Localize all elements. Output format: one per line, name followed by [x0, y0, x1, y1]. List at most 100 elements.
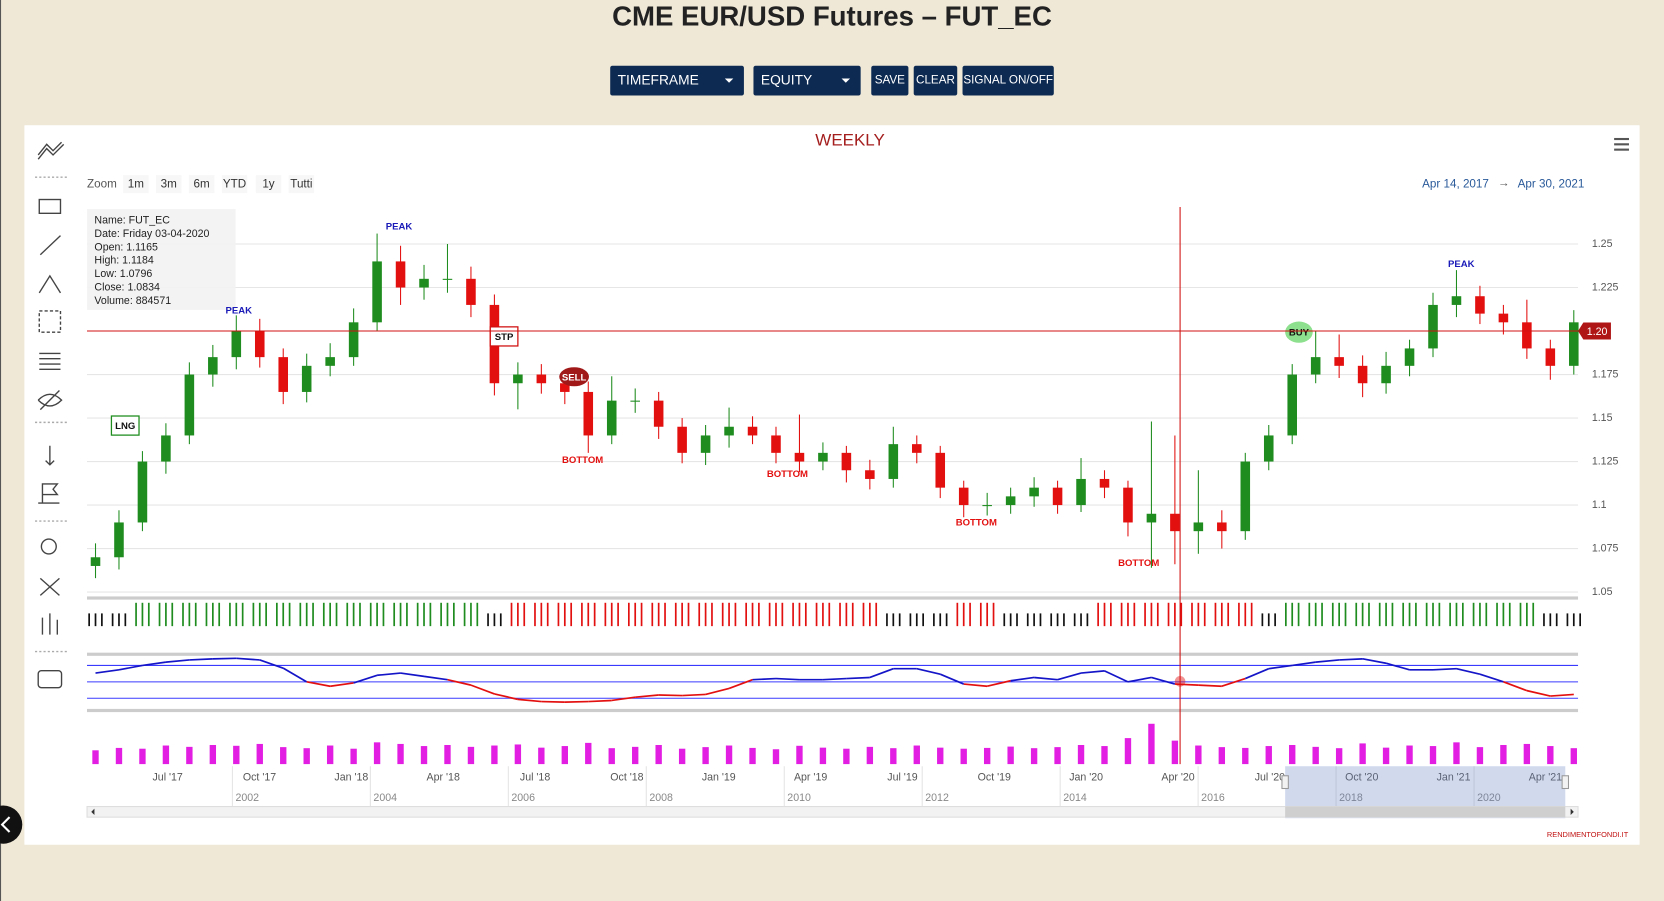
candle-body [1287, 374, 1297, 436]
candle-body [137, 461, 148, 523]
candle-body [1334, 357, 1344, 366]
tool-icon[interactable] [38, 274, 62, 294]
volume-bar [725, 745, 733, 765]
zoom-button[interactable] [188, 175, 215, 194]
volume-bar [350, 748, 357, 765]
toolbar-button[interactable] [871, 65, 909, 96]
candle-body [254, 331, 265, 358]
tool-icon[interactable] [37, 141, 65, 160]
toolbar-button[interactable] [913, 65, 958, 96]
tool-icon[interactable] [38, 198, 62, 215]
panel-separator [87, 652, 1579, 656]
volume-bar [749, 747, 756, 765]
volume-bar [139, 748, 146, 765]
oscillator-segment [142, 661, 167, 667]
candle-body [442, 278, 453, 280]
zoom-button[interactable] [221, 175, 248, 194]
volume-bar [655, 744, 662, 765]
tool-icon[interactable] [37, 670, 63, 689]
zoom-button[interactable] [123, 175, 149, 194]
annotation-label: PEAK [386, 222, 413, 233]
candle-body [1240, 461, 1251, 532]
oscillator-segment [752, 677, 777, 681]
oscillator-segment [1151, 676, 1176, 685]
toolbar-button[interactable] [753, 65, 861, 96]
oscillator-segment [95, 668, 120, 674]
volume-bar [1242, 747, 1249, 765]
scroll-right[interactable] [1570, 808, 1574, 816]
y-tick-label: 1.075 [1592, 542, 1619, 554]
oscillator-segment [1104, 670, 1129, 683]
toolbar-button[interactable] [962, 65, 1054, 96]
volume-bar [1030, 748, 1038, 765]
annotation-label: BUY [1289, 328, 1310, 339]
oscillator-segment [986, 679, 1011, 688]
x-tick-label: Apr '19 [794, 772, 827, 784]
zoom-button[interactable] [288, 175, 315, 194]
side-toolbar [35, 141, 68, 689]
x-tick-label: Jul '18 [520, 772, 550, 784]
annotation-label: BOTTOM [562, 455, 603, 466]
volume-bar [819, 747, 827, 765]
scroll-left[interactable] [91, 808, 95, 816]
oscillator-segment [1362, 658, 1387, 665]
oscillator-segment [939, 673, 965, 685]
button-label: SAVE [875, 74, 905, 87]
volume-bar [937, 747, 944, 765]
volume-bar [256, 743, 263, 765]
candle-body [1545, 348, 1556, 366]
candle-body [278, 357, 289, 392]
menu-icon[interactable] [1614, 137, 1629, 151]
oscillator-segment [377, 672, 401, 677]
x-tick-label: Oct '20 [1345, 772, 1378, 784]
volume-bar [1570, 748, 1577, 765]
candle-body [1146, 513, 1157, 523]
tool-icon[interactable] [38, 483, 60, 504]
oscillator-segment [1550, 693, 1574, 697]
tool-icon[interactable] [41, 613, 58, 635]
scrollbar-thumb[interactable] [1285, 806, 1566, 818]
y-tick-label: 1.05 [1592, 586, 1613, 598]
candle-body [114, 522, 124, 558]
volume-bar [1289, 744, 1296, 765]
toolbar-button[interactable] [610, 65, 744, 96]
volume-bar [467, 746, 475, 765]
close-button[interactable] [0, 805, 23, 844]
zoom-button[interactable] [156, 175, 182, 194]
volume-bar [702, 747, 709, 765]
volume-bar [1124, 738, 1132, 765]
navigator-handle[interactable] [1561, 775, 1570, 790]
x-tick-label: Apr '20 [1161, 772, 1194, 784]
oscillator-segment [165, 659, 190, 663]
x-tick-label: Jan '19 [702, 772, 736, 784]
volume-bar [162, 745, 170, 765]
tool-icon[interactable] [40, 538, 57, 555]
candle-body [1498, 313, 1509, 323]
oscillator-segment [1479, 673, 1504, 683]
annotation-badge [559, 367, 589, 387]
oscillator-segment [564, 700, 589, 703]
navigator-handle[interactable] [1281, 775, 1289, 790]
zoom-button[interactable] [255, 175, 282, 194]
close-icon [0, 816, 11, 833]
oscillator-segment [189, 658, 213, 661]
tool-icon[interactable] [45, 445, 55, 466]
candle-body [395, 261, 406, 288]
tooltip-line: Name: FUT_EC [94, 215, 170, 227]
navigator-tick-label: 2006 [511, 792, 535, 804]
candle-body [912, 444, 922, 453]
tool-icon[interactable] [39, 352, 61, 371]
oscillator-segment [1315, 659, 1340, 663]
candle-body [724, 426, 734, 436]
candle-body [747, 426, 758, 436]
volume-bar [1359, 743, 1366, 765]
tool-icon[interactable] [37, 390, 63, 411]
oscillator-segment [658, 694, 683, 697]
oscillator-segment [494, 693, 519, 701]
candle-body [1123, 487, 1133, 523]
candle-body [419, 278, 429, 288]
tool-icon[interactable] [39, 577, 60, 596]
tool-icon[interactable] [39, 235, 61, 256]
tool-icon[interactable] [38, 310, 62, 333]
volume-bar [678, 748, 686, 765]
